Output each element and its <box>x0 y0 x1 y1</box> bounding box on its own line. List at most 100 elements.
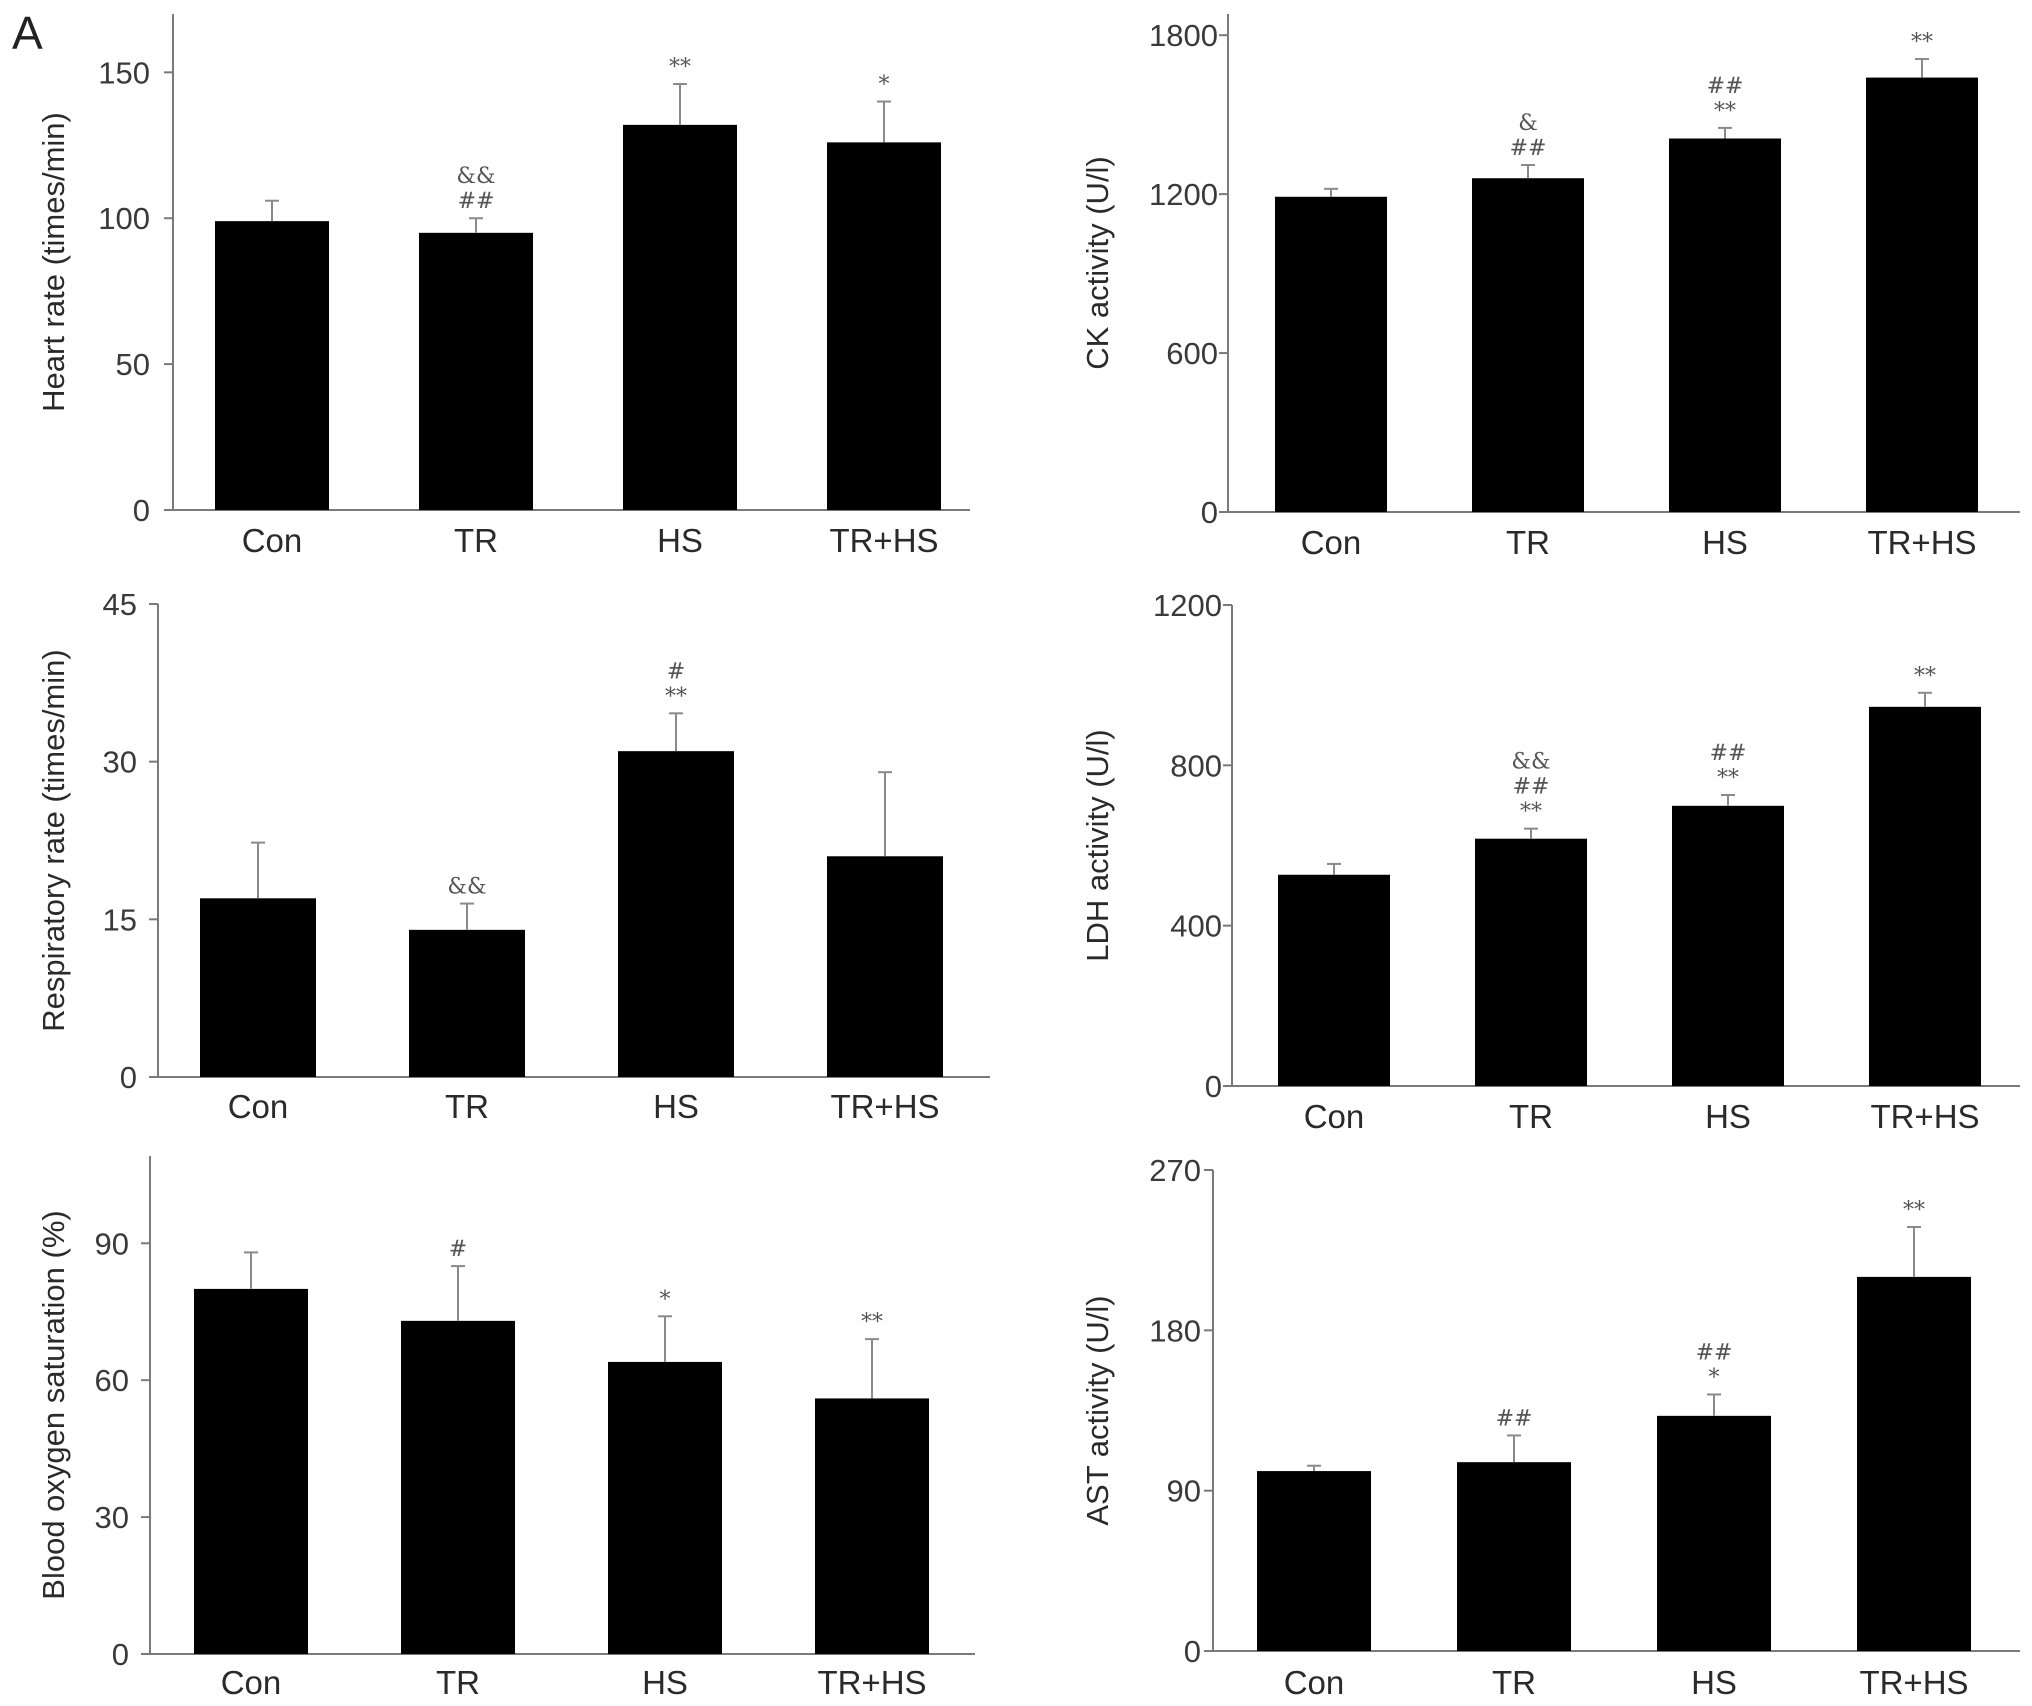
y-tick-label: 30 <box>95 1500 129 1535</box>
category-label: Con <box>1304 1098 1365 1135</box>
significance-marker: # <box>667 659 685 684</box>
category-label: Con <box>1301 524 1362 561</box>
bar <box>409 929 525 1077</box>
significance-marker: ## <box>1707 74 1744 99</box>
chart-respiratory-rate: 0 15 30 45 Respiratory rate (times/min) Con TR… <box>36 587 990 1125</box>
category-label: TR <box>436 1664 480 1701</box>
significance-marker: && <box>1511 750 1550 775</box>
bar <box>200 898 316 1077</box>
y-tick-label: 1800 <box>1149 18 1218 53</box>
category-label: TR+HS <box>1859 1664 1968 1701</box>
significance-marker: ** <box>1911 30 1933 55</box>
bar <box>1869 706 1981 1086</box>
y-tick-label: 0 <box>120 1060 137 1095</box>
y-tick-label: 270 <box>1149 1153 1201 1188</box>
bar <box>1857 1276 1971 1651</box>
bar <box>1275 196 1387 512</box>
bar <box>1278 874 1390 1086</box>
y-tick-label: 0 <box>1184 1634 1201 1669</box>
y-tick-label: 45 <box>103 587 137 622</box>
category-label: TR <box>1506 524 1550 561</box>
bar <box>1669 138 1781 512</box>
significance-marker: * <box>660 1287 671 1312</box>
y-tick-label: 150 <box>98 55 150 90</box>
significance-marker: ## <box>1513 775 1550 800</box>
chart-blood-oxygen-saturation: 0 30 60 90 Blood oxygen saturation (%) Con TR #… <box>36 1156 975 1701</box>
bar <box>1866 77 1978 513</box>
significance-marker: && <box>447 875 486 900</box>
bar <box>1657 1415 1771 1651</box>
significance-marker: ** <box>1914 664 1936 689</box>
bar <box>1457 1462 1571 1651</box>
category-label: HS <box>1702 524 1748 561</box>
category-label: Con <box>1284 1664 1345 1701</box>
y-tick-label: 400 <box>1170 909 1222 944</box>
panel-label: A <box>12 7 43 59</box>
bar <box>827 856 943 1077</box>
significance-marker: ** <box>1903 1198 1925 1223</box>
chart-heart-rate: 0 50 100 150 Heart rate (times/min) Con TR &&##… <box>36 14 970 559</box>
bar <box>194 1288 308 1654</box>
significance-marker: ** <box>665 684 687 709</box>
y-tick-label: 1200 <box>1153 588 1222 623</box>
significance-marker: ** <box>861 1310 883 1335</box>
significance-marker: ** <box>1717 766 1739 791</box>
bar <box>1257 1471 1371 1651</box>
y-tick-label: 0 <box>133 493 150 528</box>
significance-marker: & <box>1518 111 1538 136</box>
y-axis-label: Heart rate (times/min) <box>36 112 71 412</box>
bar <box>419 232 533 510</box>
category-label: HS <box>1691 1664 1737 1701</box>
significance-marker: ** <box>669 55 691 80</box>
bar <box>401 1320 515 1654</box>
y-axis-label: Blood oxygen saturation (%) <box>36 1210 71 1599</box>
bar <box>827 142 941 510</box>
y-axis-label: CK activity (U/l) <box>1080 156 1115 370</box>
y-tick-label: 50 <box>116 347 150 382</box>
y-tick-label: 0 <box>112 1637 129 1672</box>
bar <box>623 124 737 510</box>
significance-marker: && <box>456 164 495 189</box>
category-label: TR+HS <box>829 522 938 559</box>
significance-marker: * <box>1709 1365 1720 1390</box>
category-label: HS <box>653 1088 699 1125</box>
significance-marker: ## <box>458 189 495 214</box>
bar <box>1475 838 1587 1086</box>
y-tick-label: 15 <box>103 902 137 937</box>
y-tick-label: 100 <box>98 201 150 236</box>
category-label: TR <box>1509 1098 1553 1135</box>
bar <box>815 1398 929 1654</box>
category-label: Con <box>228 1088 289 1125</box>
category-label: Con <box>221 1664 282 1701</box>
significance-marker: ## <box>1710 741 1747 766</box>
y-tick-label: 1200 <box>1149 177 1218 212</box>
y-tick-label: 0 <box>1205 1069 1222 1104</box>
bar <box>1472 178 1584 512</box>
category-label: TR+HS <box>1870 1098 1979 1135</box>
category-label: TR+HS <box>830 1088 939 1125</box>
significance-marker: ## <box>1496 1406 1533 1431</box>
bar <box>608 1361 722 1654</box>
y-tick-label: 60 <box>95 1363 129 1398</box>
significance-marker: ## <box>1510 136 1547 161</box>
bar <box>215 221 329 510</box>
y-tick-label: 30 <box>103 745 137 780</box>
significance-marker: ** <box>1520 800 1542 825</box>
category-label: HS <box>642 1664 688 1701</box>
y-axis-label: LDH activity (U/l) <box>1080 729 1115 962</box>
significance-marker: ## <box>1696 1340 1733 1365</box>
category-label: Con <box>242 522 303 559</box>
category-label: HS <box>657 522 703 559</box>
category-label: TR <box>445 1088 489 1125</box>
y-tick-label: 800 <box>1170 748 1222 783</box>
y-tick-label: 90 <box>95 1226 129 1261</box>
bar <box>1672 805 1784 1086</box>
y-tick-label: 0 <box>1201 495 1218 530</box>
y-axis-label: Respiratory rate (times/min) <box>36 649 71 1031</box>
significance-marker: ** <box>1714 99 1736 124</box>
category-label: TR <box>454 522 498 559</box>
